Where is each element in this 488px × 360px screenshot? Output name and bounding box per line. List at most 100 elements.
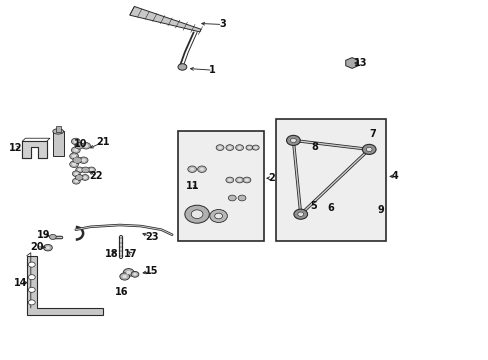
Circle shape (178, 64, 186, 70)
Circle shape (75, 143, 83, 149)
Circle shape (28, 287, 35, 292)
Text: 21: 21 (96, 137, 109, 147)
Text: 22: 22 (89, 171, 102, 181)
Circle shape (89, 168, 93, 171)
Text: 16: 16 (114, 287, 128, 297)
Circle shape (214, 213, 222, 219)
Polygon shape (129, 6, 201, 32)
Circle shape (366, 147, 371, 152)
Circle shape (72, 154, 76, 158)
Circle shape (237, 146, 241, 149)
Text: 23: 23 (144, 232, 158, 242)
Circle shape (218, 146, 222, 149)
Circle shape (28, 275, 35, 280)
Circle shape (73, 140, 78, 143)
Circle shape (69, 161, 78, 167)
Circle shape (75, 175, 83, 180)
Circle shape (49, 234, 56, 239)
Text: 20: 20 (30, 242, 43, 252)
Circle shape (238, 195, 245, 201)
Circle shape (84, 144, 88, 148)
Polygon shape (27, 256, 102, 315)
Circle shape (120, 273, 129, 280)
Circle shape (71, 147, 80, 153)
Text: 9: 9 (376, 204, 383, 215)
Text: 14: 14 (14, 278, 27, 288)
Circle shape (79, 157, 88, 163)
Circle shape (74, 172, 78, 175)
Text: 7: 7 (369, 129, 376, 139)
Circle shape (197, 166, 206, 172)
Circle shape (126, 271, 131, 274)
Circle shape (81, 167, 89, 173)
Circle shape (216, 145, 224, 150)
Circle shape (72, 178, 80, 184)
Bar (276, 119, 386, 241)
Text: 10: 10 (74, 139, 87, 149)
Circle shape (72, 171, 80, 177)
Circle shape (191, 210, 203, 219)
Circle shape (244, 179, 248, 181)
Circle shape (83, 176, 87, 179)
Circle shape (81, 158, 86, 162)
Text: 13: 13 (353, 58, 367, 68)
Circle shape (76, 167, 83, 173)
Text: 5: 5 (309, 201, 316, 211)
Circle shape (184, 205, 209, 223)
Text: 6: 6 (326, 203, 333, 213)
Text: 11: 11 (186, 181, 200, 192)
Text: 3: 3 (219, 19, 225, 30)
Circle shape (133, 273, 137, 276)
Circle shape (200, 168, 203, 171)
Circle shape (225, 177, 233, 183)
Circle shape (227, 179, 231, 181)
Text: 17: 17 (124, 249, 138, 259)
Circle shape (247, 146, 251, 149)
Circle shape (228, 195, 236, 201)
Circle shape (71, 138, 80, 145)
Text: 1: 1 (209, 65, 216, 75)
Circle shape (290, 138, 296, 143)
Circle shape (87, 167, 95, 173)
Circle shape (131, 271, 139, 277)
Polygon shape (22, 141, 47, 158)
Circle shape (237, 179, 241, 181)
Circle shape (253, 146, 257, 149)
Circle shape (122, 275, 127, 278)
Text: 19: 19 (37, 230, 51, 240)
Circle shape (209, 210, 227, 222)
Circle shape (245, 145, 252, 150)
Circle shape (72, 163, 76, 166)
Circle shape (252, 145, 259, 150)
Circle shape (225, 145, 233, 150)
Circle shape (78, 168, 81, 171)
Bar (178, 131, 264, 241)
Text: 2: 2 (267, 173, 274, 183)
Circle shape (43, 244, 52, 251)
Circle shape (190, 168, 194, 171)
Circle shape (46, 246, 50, 249)
Circle shape (362, 144, 375, 154)
Text: 15: 15 (144, 266, 158, 276)
Circle shape (235, 145, 243, 150)
Text: 4: 4 (391, 171, 398, 181)
Bar (53, 131, 63, 156)
Circle shape (81, 143, 90, 149)
Circle shape (286, 135, 300, 145)
Circle shape (227, 146, 231, 149)
Circle shape (73, 149, 78, 152)
Circle shape (243, 177, 250, 183)
Text: 12: 12 (9, 143, 22, 153)
Circle shape (74, 180, 78, 183)
Text: 8: 8 (310, 142, 317, 152)
Ellipse shape (53, 129, 63, 134)
Text: 18: 18 (104, 249, 118, 259)
Circle shape (73, 157, 81, 163)
Circle shape (297, 212, 303, 216)
Circle shape (235, 177, 243, 183)
Circle shape (28, 262, 35, 267)
Circle shape (81, 175, 89, 180)
Circle shape (69, 153, 78, 159)
Circle shape (123, 269, 134, 276)
Circle shape (293, 209, 307, 219)
